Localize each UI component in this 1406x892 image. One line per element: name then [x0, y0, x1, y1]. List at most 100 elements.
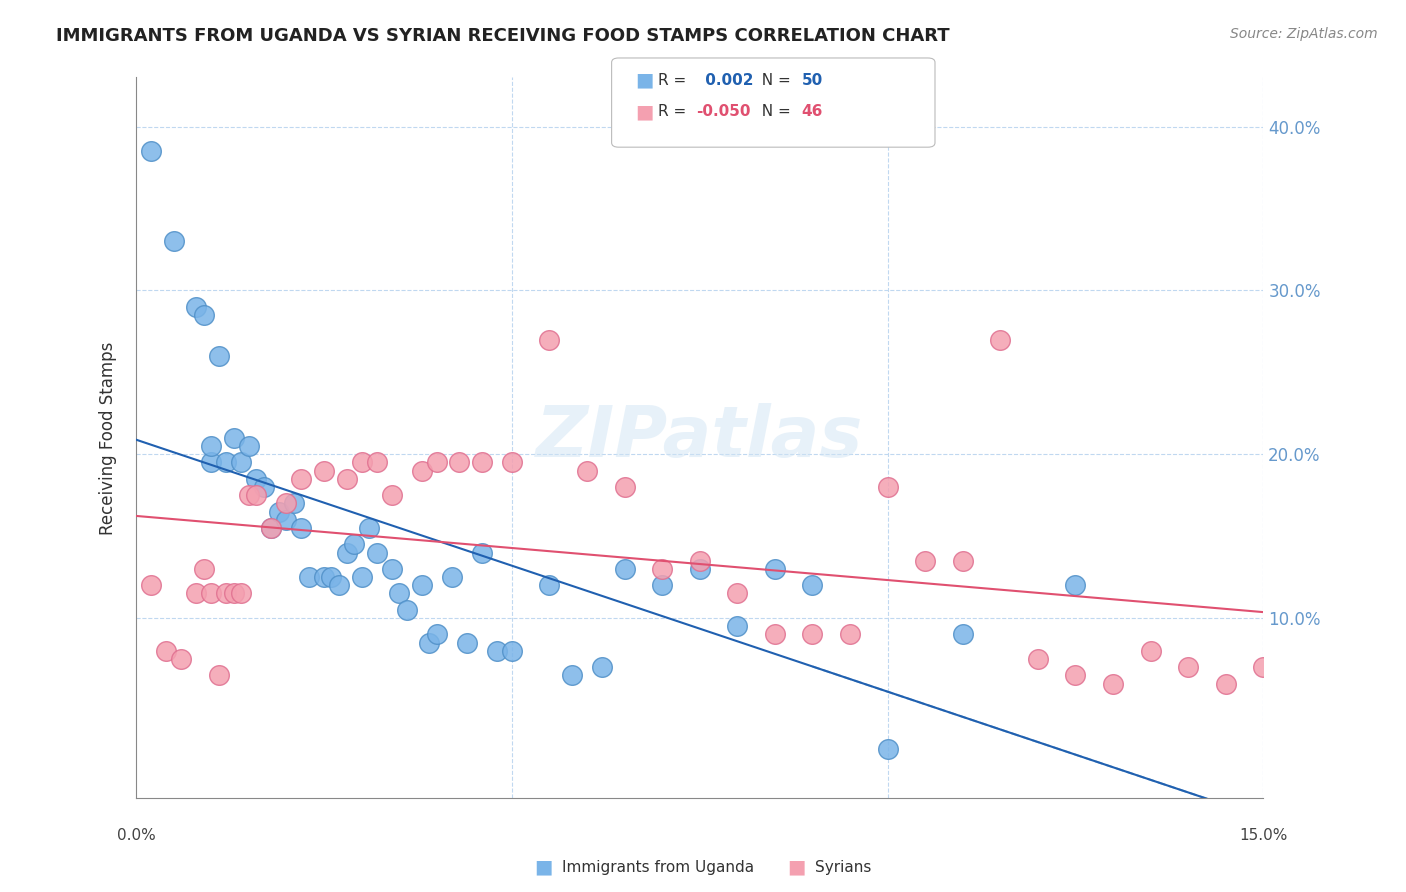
Point	[186, 300, 208, 314]
Point	[1289, 635, 1312, 649]
Point	[613, 480, 636, 494]
Point	[193, 562, 215, 576]
Point	[222, 586, 245, 600]
Point	[418, 635, 440, 649]
Point	[276, 513, 298, 527]
Text: 0.002: 0.002	[700, 73, 754, 87]
Point	[298, 570, 321, 584]
Point	[988, 333, 1011, 347]
Point	[440, 570, 463, 584]
Y-axis label: Receiving Food Stamps: Receiving Food Stamps	[100, 341, 117, 534]
Point	[1064, 578, 1087, 592]
Point	[238, 488, 260, 502]
Text: Syrians: Syrians	[815, 860, 872, 874]
Point	[411, 464, 433, 478]
Point	[208, 668, 231, 682]
Point	[335, 545, 357, 559]
Point	[561, 668, 583, 682]
Point	[1177, 660, 1199, 674]
Point	[914, 554, 936, 568]
Point	[208, 349, 231, 363]
Point	[538, 333, 561, 347]
Point	[381, 488, 404, 502]
Text: IMMIGRANTS FROM UGANDA VS SYRIAN RECEIVING FOOD STAMPS CORRELATION CHART: IMMIGRANTS FROM UGANDA VS SYRIAN RECEIVI…	[56, 27, 950, 45]
Point	[366, 455, 388, 469]
Point	[312, 464, 335, 478]
Point	[801, 578, 824, 592]
Point	[651, 578, 673, 592]
Point	[1253, 660, 1275, 674]
Point	[283, 496, 305, 510]
Point	[689, 554, 711, 568]
Point	[381, 562, 404, 576]
Point	[290, 521, 312, 535]
Point	[876, 480, 898, 494]
Point	[245, 472, 267, 486]
Point	[613, 562, 636, 576]
Text: 46: 46	[801, 104, 823, 119]
Point	[1026, 652, 1049, 666]
Point	[763, 627, 786, 641]
Text: ■: ■	[534, 857, 553, 877]
Text: 0.0%: 0.0%	[117, 828, 156, 843]
Point	[350, 455, 373, 469]
Text: ■: ■	[636, 102, 654, 121]
Point	[215, 586, 238, 600]
Point	[290, 472, 312, 486]
Point	[839, 627, 862, 641]
Point	[725, 586, 748, 600]
Point	[222, 431, 245, 445]
Text: ZIPatlas: ZIPatlas	[536, 403, 863, 473]
Point	[343, 537, 366, 551]
Point	[215, 455, 238, 469]
Point	[485, 644, 508, 658]
Point	[253, 480, 276, 494]
Point	[357, 521, 380, 535]
Point	[426, 627, 449, 641]
Point	[238, 439, 260, 453]
Text: N =: N =	[752, 73, 796, 87]
Point	[163, 234, 186, 248]
Point	[260, 521, 283, 535]
Point	[350, 570, 373, 584]
Point	[200, 439, 222, 453]
Point	[395, 603, 418, 617]
Point	[388, 586, 411, 600]
Text: Immigrants from Uganda: Immigrants from Uganda	[562, 860, 755, 874]
Point	[170, 652, 193, 666]
Point	[449, 455, 471, 469]
Point	[1139, 644, 1161, 658]
Point	[276, 496, 298, 510]
Text: ■: ■	[787, 857, 806, 877]
Point	[200, 586, 222, 600]
Point	[139, 144, 162, 158]
Point	[267, 504, 290, 518]
Point	[471, 455, 494, 469]
Point	[689, 562, 711, 576]
Text: Source: ZipAtlas.com: Source: ZipAtlas.com	[1230, 27, 1378, 41]
Point	[245, 488, 267, 502]
Point	[876, 742, 898, 756]
Point	[725, 619, 748, 633]
Text: R =: R =	[658, 73, 692, 87]
Point	[321, 570, 343, 584]
Text: ■: ■	[636, 70, 654, 90]
Point	[501, 644, 523, 658]
Point	[651, 562, 673, 576]
Text: -0.050: -0.050	[696, 104, 751, 119]
Point	[1102, 676, 1125, 690]
Point	[952, 627, 974, 641]
Point	[952, 554, 974, 568]
Point	[456, 635, 478, 649]
Point	[501, 455, 523, 469]
Point	[411, 578, 433, 592]
Point	[139, 578, 162, 592]
Point	[366, 545, 388, 559]
Point	[1215, 676, 1237, 690]
Point	[312, 570, 335, 584]
Point	[426, 455, 449, 469]
Text: 15.0%: 15.0%	[1239, 828, 1288, 843]
Point	[763, 562, 786, 576]
Point	[801, 627, 824, 641]
Point	[471, 545, 494, 559]
